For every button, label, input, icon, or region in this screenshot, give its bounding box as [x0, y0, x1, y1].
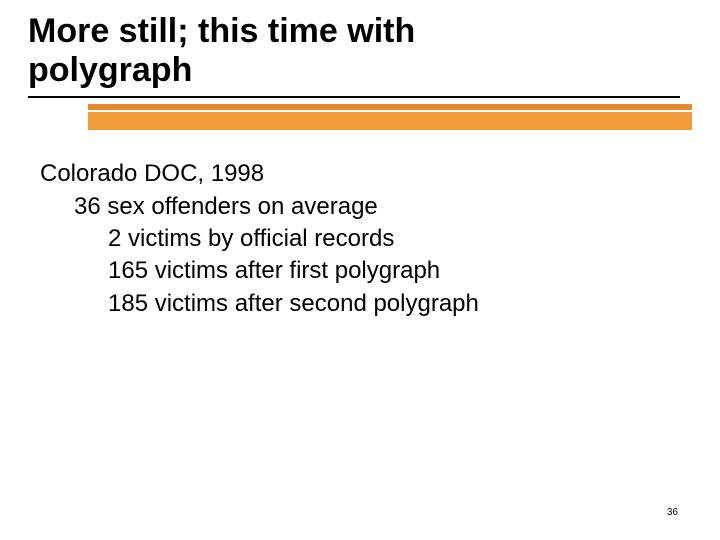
body-line: 165 victims after first polygraph	[108, 255, 680, 287]
slide: More still; this time with polygraph Col…	[0, 0, 720, 540]
accent-bar-main	[88, 112, 692, 130]
body-line: 185 victims after second polygraph	[108, 288, 680, 320]
title-underline	[28, 96, 680, 98]
accent-bar-top	[88, 104, 692, 110]
body-line: 36 sex offenders on average	[74, 191, 680, 223]
body-text: Colorado DOC, 1998 36 sex offenders on a…	[0, 130, 720, 320]
body-line: 2 victims by official records	[108, 223, 680, 255]
slide-title: More still; this time with polygraph	[0, 12, 720, 96]
accent-bar	[88, 104, 692, 130]
body-line: Colorado DOC, 1998	[40, 158, 680, 190]
title-line-1: More still; this time with	[28, 12, 720, 51]
title-line-2: polygraph	[28, 51, 720, 90]
page-number: 36	[667, 507, 678, 518]
